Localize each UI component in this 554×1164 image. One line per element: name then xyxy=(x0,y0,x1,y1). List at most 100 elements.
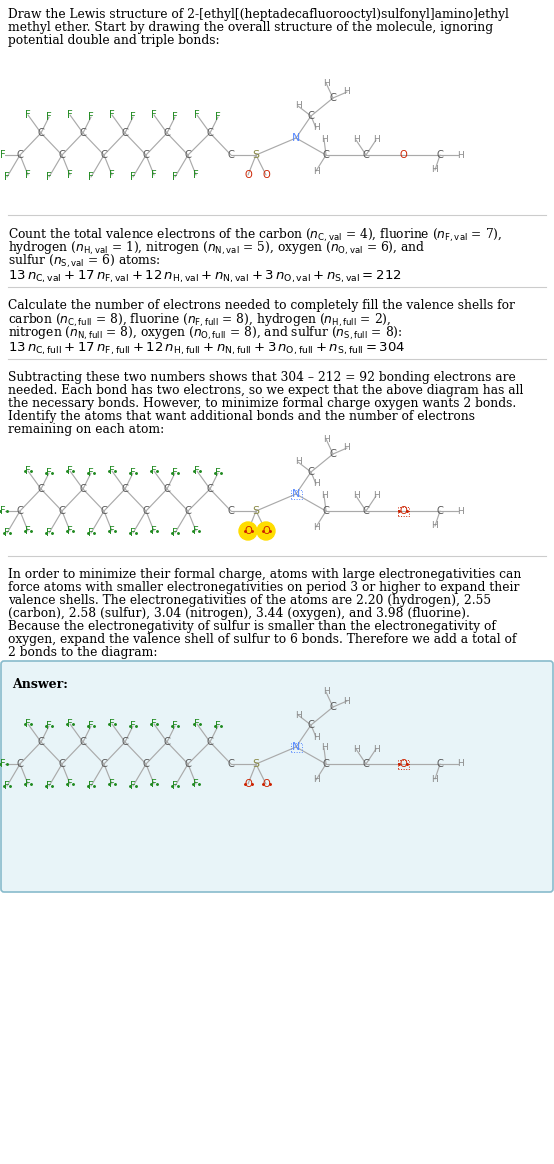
Text: C: C xyxy=(330,449,336,459)
Text: F: F xyxy=(46,112,52,122)
Text: S: S xyxy=(253,506,259,516)
Text: O: O xyxy=(262,526,270,535)
Text: F: F xyxy=(130,781,136,792)
Text: H: H xyxy=(312,732,319,741)
Text: Answer:: Answer: xyxy=(12,677,68,691)
Text: C: C xyxy=(184,150,192,159)
Text: C: C xyxy=(80,737,86,747)
Text: $13\,n_\mathrm{C,full} + 17\,n_\mathrm{F,full} + 12\,n_\mathrm{H,full} + n_\math: $13\,n_\mathrm{C,full} + 17\,n_\mathrm{F… xyxy=(8,341,406,357)
Text: O: O xyxy=(399,759,407,769)
Text: Subtracting these two numbers shows that 304 – 212 = 92 bonding electrons are: Subtracting these two numbers shows that… xyxy=(8,371,516,384)
Text: F: F xyxy=(109,466,115,476)
Text: oxygen, expand the valence shell of sulfur to 6 bonds. Therefore we add a total : oxygen, expand the valence shell of sulf… xyxy=(8,633,516,646)
Text: H: H xyxy=(295,710,301,719)
Text: C: C xyxy=(80,128,86,139)
Text: F: F xyxy=(46,721,52,731)
Text: C: C xyxy=(362,506,370,516)
Text: Calculate the number of electrons needed to completely fill the valence shells f: Calculate the number of electrons needed… xyxy=(8,299,515,312)
Text: F: F xyxy=(25,111,31,120)
Text: H: H xyxy=(321,490,327,499)
Bar xyxy=(398,506,408,516)
Text: C: C xyxy=(59,506,65,516)
Text: H: H xyxy=(312,166,319,176)
Text: F: F xyxy=(109,526,115,535)
Text: H: H xyxy=(353,745,360,753)
Text: C: C xyxy=(101,506,107,516)
Text: C: C xyxy=(330,702,336,712)
Text: F: F xyxy=(172,781,178,792)
Text: C: C xyxy=(121,737,129,747)
Text: H: H xyxy=(343,696,350,705)
Text: H: H xyxy=(373,745,379,753)
Text: C: C xyxy=(38,737,44,747)
Text: H: H xyxy=(343,87,350,97)
Text: H: H xyxy=(456,506,463,516)
Text: F: F xyxy=(130,468,136,478)
Circle shape xyxy=(239,521,257,540)
Text: H: H xyxy=(295,101,301,111)
Text: F: F xyxy=(193,779,199,789)
Text: H: H xyxy=(373,135,379,144)
Circle shape xyxy=(257,521,275,540)
Text: H: H xyxy=(373,491,379,501)
Text: F: F xyxy=(130,721,136,731)
Text: F: F xyxy=(0,506,6,516)
Text: C: C xyxy=(142,150,150,159)
Text: F: F xyxy=(194,111,200,120)
Text: H: H xyxy=(322,688,330,696)
Text: C: C xyxy=(121,128,129,139)
Text: F: F xyxy=(46,528,52,538)
Text: F: F xyxy=(151,526,157,535)
Text: C: C xyxy=(228,506,234,516)
Text: $13\,n_\mathrm{C,val} + 17\,n_\mathrm{F,val} + 12\,n_\mathrm{H,val} + n_\mathrm{: $13\,n_\mathrm{C,val} + 17\,n_\mathrm{F,… xyxy=(8,269,402,285)
Text: F: F xyxy=(193,170,199,180)
Text: C: C xyxy=(322,759,330,769)
Text: F: F xyxy=(172,172,178,182)
Text: F: F xyxy=(215,721,221,731)
Text: F: F xyxy=(151,719,157,729)
Text: C: C xyxy=(163,128,171,139)
Text: C: C xyxy=(307,111,315,121)
Text: C: C xyxy=(362,759,370,769)
FancyBboxPatch shape xyxy=(1,661,553,892)
Text: H: H xyxy=(312,523,319,532)
Text: C: C xyxy=(59,759,65,769)
Text: O: O xyxy=(244,170,252,180)
Text: C: C xyxy=(101,759,107,769)
Text: C: C xyxy=(322,150,330,159)
Text: F: F xyxy=(88,721,94,731)
Text: C: C xyxy=(437,759,443,769)
Text: Draw the Lewis structure of 2-[ethyl[(heptadecafluorooctyl)sulfonyl]amino]ethyl: Draw the Lewis structure of 2-[ethyl[(he… xyxy=(8,8,509,21)
Text: O: O xyxy=(399,150,407,159)
Text: S: S xyxy=(253,150,259,159)
Text: F: F xyxy=(0,759,6,769)
Text: F: F xyxy=(67,170,73,180)
Text: C: C xyxy=(322,506,330,516)
Text: C: C xyxy=(38,128,44,139)
Text: F: F xyxy=(67,111,73,120)
Text: C: C xyxy=(163,484,171,494)
Text: F: F xyxy=(25,170,31,180)
Text: C: C xyxy=(142,506,150,516)
Text: F: F xyxy=(130,528,136,538)
Bar xyxy=(398,759,408,768)
Text: F: F xyxy=(88,172,94,182)
Text: Count the total valence electrons of the carbon ($n_\mathrm{C,val}$ = 4), fluori: Count the total valence electrons of the… xyxy=(8,227,502,244)
Text: (carbon), 2.58 (sulfur), 3.04 (nitrogen), 3.44 (oxygen), and 3.98 (fluorine).: (carbon), 2.58 (sulfur), 3.04 (nitrogen)… xyxy=(8,606,470,620)
Text: C: C xyxy=(362,150,370,159)
Text: 2 bonds to the diagram:: 2 bonds to the diagram: xyxy=(8,646,157,659)
Text: C: C xyxy=(142,759,150,769)
Text: F: F xyxy=(0,150,6,159)
Text: F: F xyxy=(109,719,115,729)
Text: F: F xyxy=(4,781,10,792)
Text: F: F xyxy=(25,719,31,729)
Text: F: F xyxy=(4,528,10,538)
Text: F: F xyxy=(151,466,157,476)
Text: F: F xyxy=(46,172,52,182)
Text: C: C xyxy=(17,759,23,769)
Text: the necessary bonds. However, to minimize formal charge oxygen wants 2 bonds.: the necessary bonds. However, to minimiz… xyxy=(8,397,516,410)
Text: H: H xyxy=(343,443,350,453)
Text: F: F xyxy=(172,528,178,538)
Text: F: F xyxy=(88,112,94,122)
Text: F: F xyxy=(130,172,136,182)
